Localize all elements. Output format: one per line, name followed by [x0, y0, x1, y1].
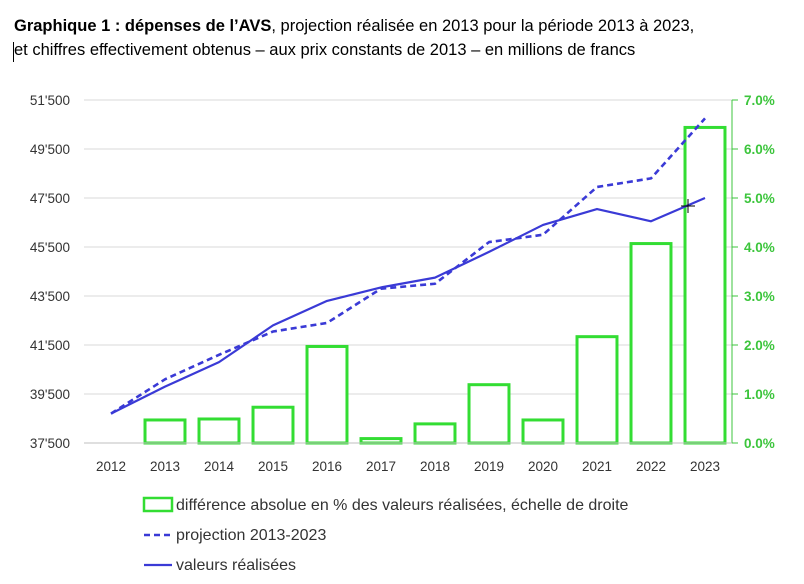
x-tick-label: 2017 — [366, 459, 396, 474]
legend-label-bar: différence absolue en % des valeurs réal… — [176, 497, 629, 514]
right-tick-label: 1.0% — [744, 387, 775, 402]
legend-swatch-bar — [142, 496, 174, 513]
left-tick-label: 41'500 — [30, 338, 70, 353]
bar — [521, 418, 565, 445]
left-tick-label: 37'500 — [30, 436, 70, 451]
legend: différence absolue en % des valeurs réal… — [142, 496, 629, 574]
x-tick-label: 2022 — [636, 459, 666, 474]
x-tick-label: 2020 — [528, 459, 558, 474]
text-cursor — [13, 42, 14, 62]
chart-title-rest: , projection réalisée en 2013 pour la pé… — [271, 17, 695, 35]
axes: 37'500 0.0% 39'500 1.0% 41'500 2.0% 43'500 3.0%… — [30, 93, 775, 474]
bar — [305, 344, 349, 445]
bar — [197, 417, 241, 445]
crosshair-cursor-icon — [681, 199, 695, 213]
left-tick-label: 49'500 — [30, 142, 70, 157]
bar — [251, 405, 295, 445]
chart-title-line2: et chiffres effectivement obtenus – aux … — [14, 41, 636, 59]
x-tick-label: 2021 — [582, 459, 612, 474]
gridlines — [84, 99, 732, 395]
bar-series — [143, 125, 727, 445]
legend-label-projection: projection 2013-2023 — [176, 527, 326, 544]
bar — [359, 437, 403, 445]
bar — [143, 418, 187, 445]
bar — [575, 335, 619, 445]
bar — [629, 242, 673, 445]
left-tick-label: 39'500 — [30, 387, 70, 402]
x-tick-label: 2015 — [258, 459, 288, 474]
realized-line — [110, 196, 706, 415]
right-tick-label: 4.0% — [744, 240, 775, 255]
bar — [683, 125, 727, 445]
right-tick-label: 2.0% — [744, 338, 775, 353]
left-tick-label: 51'500 — [30, 93, 70, 108]
chart-title-bold: Graphique 1 : dépenses de l’AVS — [14, 17, 272, 35]
x-tick-label: 2023 — [690, 459, 720, 474]
x-tick-label: 2016 — [312, 459, 342, 474]
right-tick-label: 6.0% — [744, 142, 775, 157]
x-tick-label: 2019 — [474, 459, 504, 474]
left-tick-label: 47'500 — [30, 191, 70, 206]
x-tick-label: 2012 — [96, 459, 126, 474]
right-tick-label: 7.0% — [744, 93, 775, 108]
projection-line — [110, 117, 706, 415]
right-tick-label: 5.0% — [744, 191, 775, 206]
legend-label-realized: valeurs réalisées — [176, 557, 296, 574]
x-tick-label: 2014 — [204, 459, 235, 474]
x-tick-label: 2013 — [150, 459, 180, 474]
bar — [413, 422, 457, 445]
right-tick-label: 3.0% — [744, 289, 775, 304]
x-tick-label: 2018 — [420, 459, 450, 474]
left-tick-label: 43'500 — [30, 289, 70, 304]
chart-title: Graphique 1 : dépenses de l’AVS, project… — [14, 14, 794, 62]
right-tick-label: 0.0% — [744, 436, 775, 451]
bar — [467, 383, 511, 445]
left-tick-label: 45'500 — [30, 240, 70, 255]
line-series — [110, 117, 706, 415]
